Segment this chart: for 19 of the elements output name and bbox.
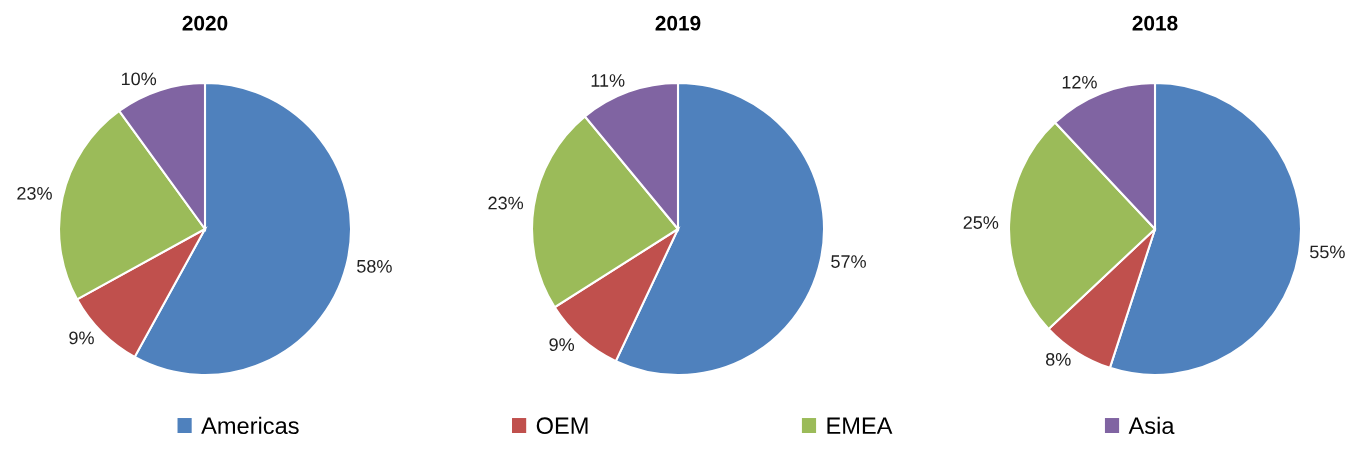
data-label: 23% bbox=[17, 186, 52, 200]
data-label: 12% bbox=[1062, 75, 1097, 89]
chart-title: 2020 bbox=[182, 15, 228, 31]
legend-label: OEM bbox=[536, 417, 588, 435]
chart-title: 2018 bbox=[1132, 15, 1178, 31]
data-label: 11% bbox=[591, 74, 625, 87]
data-label: 25% bbox=[963, 216, 999, 229]
data-label: 9% bbox=[69, 331, 94, 345]
data-label: 57% bbox=[831, 255, 866, 268]
data-label: 10% bbox=[121, 72, 157, 86]
legend-label: EMEA bbox=[827, 417, 893, 434]
data-label: 23% bbox=[488, 196, 524, 210]
legend-label: Asia bbox=[1128, 416, 1175, 435]
data-label: 8% bbox=[1045, 352, 1071, 366]
data-label: 9% bbox=[549, 338, 575, 352]
data-label: 55% bbox=[1310, 245, 1345, 259]
data-label: 58% bbox=[357, 259, 392, 273]
chart-title: 2019 bbox=[655, 15, 701, 31]
legend-label: Americas bbox=[201, 416, 299, 435]
